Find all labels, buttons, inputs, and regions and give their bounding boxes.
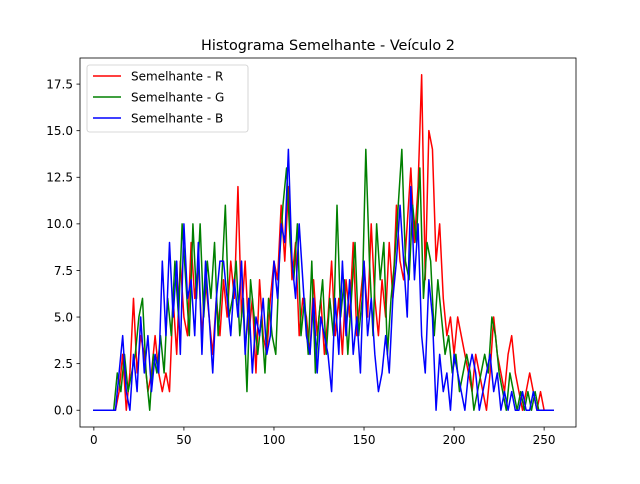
y-axis: 0.0 2.5 5.0 7.5 10.0 12.5 15.0 17.5 xyxy=(46,77,80,418)
legend-label-3: Semelhante - B xyxy=(131,112,223,126)
legend-label-1: Semelhante - R xyxy=(131,70,223,84)
x-tick-label: 150 xyxy=(353,433,376,447)
x-tick-label: 200 xyxy=(443,433,466,447)
legend-box xyxy=(86,64,249,133)
y-tick-label: 0.0 xyxy=(54,404,73,418)
y-tick-label: 12.5 xyxy=(46,171,73,185)
y-tick-label: 10.0 xyxy=(46,217,73,231)
x-tick-label: 250 xyxy=(533,433,556,447)
series-line-2 xyxy=(93,148,554,411)
x-axis: 0 50 100 150 200 250 xyxy=(90,427,556,447)
y-tick-label: 2.5 xyxy=(54,357,73,371)
y-tick-label: 15.0 xyxy=(46,124,73,138)
y-tick-label: 5.0 xyxy=(54,310,73,324)
series-line-1 xyxy=(93,74,554,411)
legend: Semelhante - R Semelhante - G Semelhante -… xyxy=(86,64,249,133)
plot-lines xyxy=(93,74,554,411)
x-tick-label: 100 xyxy=(263,433,286,447)
y-tick-label: 17.5 xyxy=(46,77,73,91)
x-tick-label: 50 xyxy=(176,433,191,447)
y-tick-label: 7.5 xyxy=(54,264,73,278)
chart-title: Histograma Semelhante - Veículo 2 xyxy=(201,38,455,54)
legend-label-2: Semelhante - G xyxy=(131,91,224,105)
x-tick-label: 0 xyxy=(90,433,98,447)
axes-frame xyxy=(79,57,577,428)
series-line-3 xyxy=(93,148,554,411)
